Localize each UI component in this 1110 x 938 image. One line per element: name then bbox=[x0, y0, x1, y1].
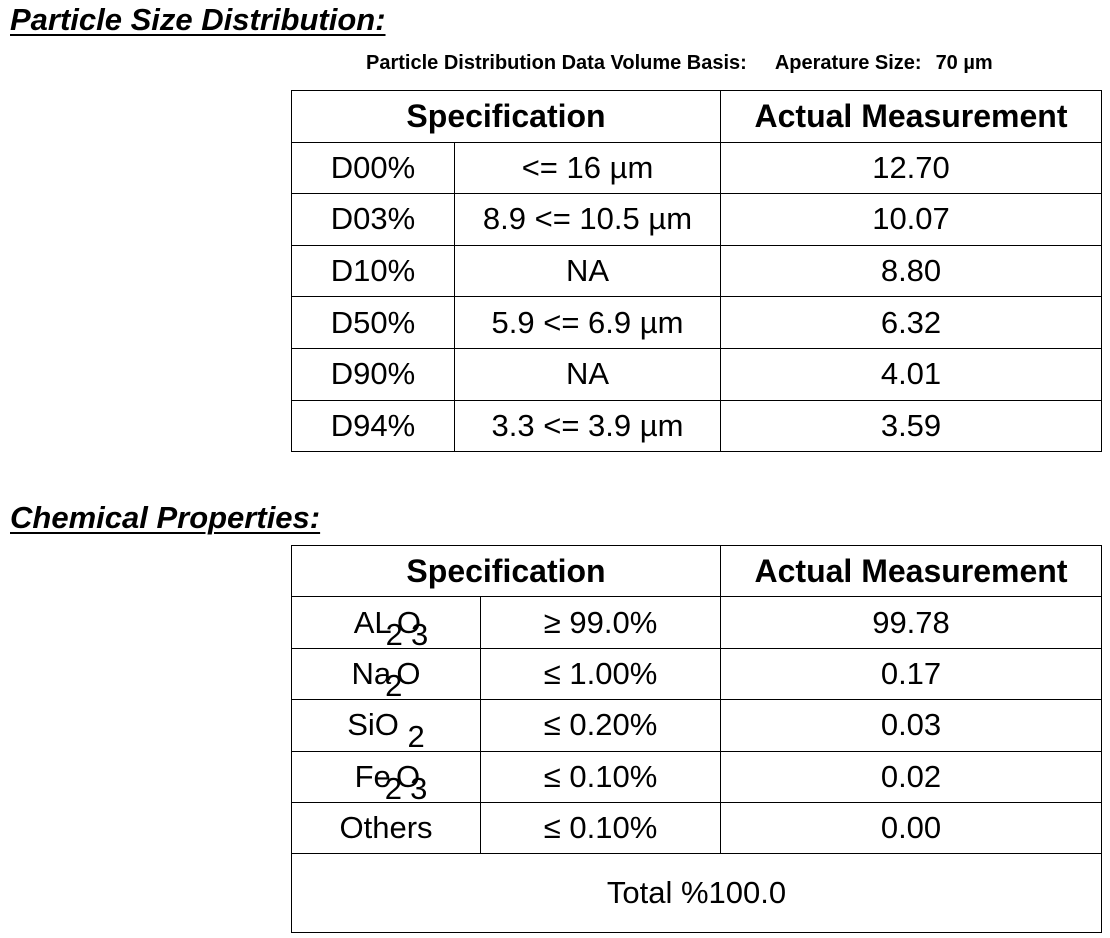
total-row: Total %100.0 bbox=[291, 853, 1102, 934]
actual-measurement-header: Actual Measurement bbox=[720, 544, 1102, 598]
table-row: Na2O ≤ 1.00% 0.17 bbox=[291, 647, 1102, 701]
formula-subscript: 2 bbox=[385, 667, 403, 700]
table-row: SiO 2 ≤ 0.20% 0.03 bbox=[291, 699, 1102, 752]
row-spec: NA bbox=[454, 244, 721, 298]
row-spec: NA bbox=[454, 347, 721, 401]
row-spec: ≤ 0.20% bbox=[480, 699, 721, 752]
row-label: D03% bbox=[291, 193, 455, 246]
row-label: D50% bbox=[291, 296, 455, 349]
table-header-row: Specification Actual Measurement bbox=[291, 90, 1102, 143]
compound-name: AL2O3 bbox=[291, 596, 481, 649]
total-label: Total % bbox=[606, 875, 709, 911]
row-spec: ≤ 1.00% bbox=[480, 647, 721, 701]
row-spec: 3.3 <= 3.9 µm bbox=[454, 399, 721, 453]
specification-header: Specification bbox=[291, 90, 721, 143]
row-spec: ≥ 99.0% bbox=[480, 596, 721, 649]
formula-subscript: 2 bbox=[407, 719, 425, 752]
row-label: D90% bbox=[291, 347, 455, 401]
row-actual: 4.01 bbox=[720, 347, 1102, 401]
formula-base: Fe bbox=[354, 758, 391, 794]
formula-subscript: 2 bbox=[385, 616, 403, 649]
row-spec: 5.9 <= 6.9 µm bbox=[454, 296, 721, 349]
row-actual: 12.70 bbox=[720, 141, 1102, 195]
formula-subscript-2: 3 bbox=[410, 770, 428, 803]
total-cell: Total %100.0 bbox=[291, 853, 1102, 934]
actual-measurement-header: Actual Measurement bbox=[720, 90, 1102, 143]
formula-base: AL bbox=[353, 604, 392, 640]
table-row: D03% 8.9 <= 10.5 µm 10.07 bbox=[291, 193, 1102, 246]
row-actual: 3.59 bbox=[720, 399, 1102, 453]
row-actual: 99.78 bbox=[720, 596, 1102, 649]
formula-tail: O bbox=[396, 758, 421, 794]
table-row: D50% 5.9 <= 6.9 µm 6.32 bbox=[291, 296, 1102, 349]
chemical-properties-table: Specification Actual Measurement AL2O3 ≥… bbox=[291, 544, 1102, 934]
table-row: D90% NA 4.01 bbox=[291, 347, 1102, 401]
basis-label: Particle Distribution Data Volume Basis: bbox=[366, 52, 747, 74]
row-label: D10% bbox=[291, 244, 455, 298]
table-row: D00% <= 16 µm 12.70 bbox=[291, 141, 1102, 195]
formula-base: Na bbox=[351, 655, 392, 691]
table-row: Fe2O3 ≤ 0.10% 0.02 bbox=[291, 750, 1102, 803]
row-actual: 0.17 bbox=[720, 647, 1102, 701]
particle-size-title: Particle Size Distribution: bbox=[10, 2, 386, 37]
formula-subscript-2: 3 bbox=[411, 616, 429, 649]
row-spec: <= 16 µm bbox=[454, 141, 721, 195]
table-header-row: Specification Actual Measurement bbox=[291, 544, 1102, 598]
formula-base: SiO bbox=[347, 707, 399, 743]
table-row: D10% NA 8.80 bbox=[291, 244, 1102, 298]
table-row: Others ≤ 0.10% 0.00 bbox=[291, 801, 1102, 855]
chemical-properties-title: Chemical Properties: bbox=[10, 500, 321, 535]
row-actual: 10.07 bbox=[720, 193, 1102, 246]
compound-name: Na2O bbox=[291, 647, 481, 701]
row-actual: 8.80 bbox=[720, 244, 1102, 298]
formula-tail: O bbox=[396, 655, 421, 691]
compound-name: SiO 2 bbox=[291, 699, 481, 752]
row-actual: 0.00 bbox=[720, 801, 1102, 855]
compound-name: Fe2O3 bbox=[291, 750, 481, 803]
row-actual: 6.32 bbox=[720, 296, 1102, 349]
particle-size-table: Specification Actual Measurement D00% <=… bbox=[291, 90, 1102, 453]
row-spec: ≤ 0.10% bbox=[480, 801, 721, 855]
row-actual: 0.02 bbox=[720, 750, 1102, 803]
compound-name: Others bbox=[291, 801, 481, 855]
row-label: D00% bbox=[291, 141, 455, 195]
aperture-value: 70 µm bbox=[935, 52, 993, 74]
table-row: AL2O3 ≥ 99.0% 99.78 bbox=[291, 596, 1102, 649]
row-actual: 0.03 bbox=[720, 699, 1102, 752]
total-value: 100.0 bbox=[708, 875, 787, 911]
specification-header: Specification bbox=[291, 544, 721, 598]
aperture-label: Aperature Size: bbox=[774, 52, 922, 74]
aperture-meta: Particle Distribution Data Volume Basis:… bbox=[366, 52, 993, 75]
formula-subscript: 2 bbox=[384, 770, 403, 803]
row-spec: 8.9 <= 10.5 µm bbox=[454, 193, 721, 246]
table-row: D94% 3.3 <= 3.9 µm 3.59 bbox=[291, 399, 1102, 453]
formula-tail: O bbox=[396, 604, 422, 640]
row-spec: ≤ 0.10% bbox=[480, 750, 721, 803]
row-label: D94% bbox=[291, 399, 455, 453]
